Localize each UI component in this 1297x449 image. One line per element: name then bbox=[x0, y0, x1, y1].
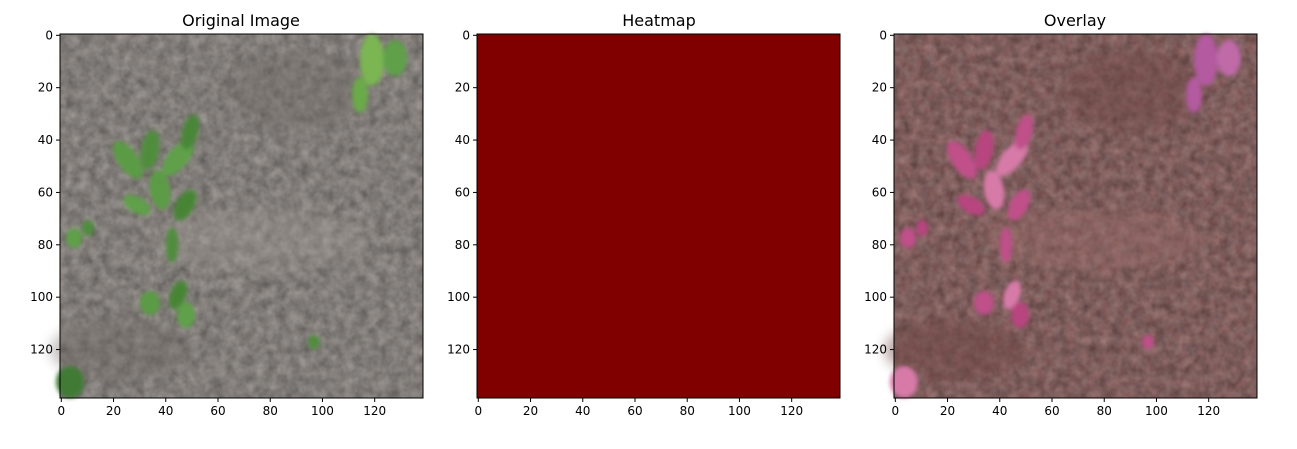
ytick-label-original: 20 bbox=[38, 81, 53, 95]
panel-title-heatmap: Heatmap bbox=[622, 11, 696, 30]
ytick-label-overlay: 100 bbox=[864, 290, 887, 304]
ytick-label-heatmap: 100 bbox=[447, 290, 470, 304]
xtick-label-original: 60 bbox=[210, 404, 225, 418]
ytick-label-overlay: 20 bbox=[872, 81, 887, 95]
ytick-label-heatmap: 0 bbox=[462, 28, 470, 42]
ytick-label-overlay: 0 bbox=[879, 28, 887, 42]
xtick-label-original: 80 bbox=[263, 404, 278, 418]
xtick-label-heatmap: 80 bbox=[680, 404, 695, 418]
xtick-label-overlay: 20 bbox=[940, 404, 955, 418]
xtick-label-overlay: 80 bbox=[1097, 404, 1112, 418]
panel-title-overlay: Overlay bbox=[1044, 11, 1106, 30]
ytick-label-overlay: 40 bbox=[872, 133, 887, 147]
axes-frame-overlay bbox=[893, 33, 1258, 399]
axes-frame-original bbox=[59, 33, 424, 399]
xtick-label-overlay: 60 bbox=[1044, 404, 1059, 418]
panel-overlay: Overlay bbox=[864, 11, 1258, 418]
xtick-label-heatmap: 0 bbox=[474, 404, 482, 418]
panel-title-original: Original Image bbox=[182, 11, 300, 30]
ytick-label-original: 100 bbox=[30, 290, 53, 304]
ytick-label-heatmap: 20 bbox=[455, 81, 470, 95]
xtick-label-overlay: 100 bbox=[1145, 404, 1168, 418]
ytick-label-original: 40 bbox=[38, 133, 53, 147]
ytick-label-overlay: 60 bbox=[872, 185, 887, 199]
overlay-image bbox=[884, 34, 1257, 398]
xtick-label-overlay: 120 bbox=[1197, 404, 1220, 418]
ytick-label-heatmap: 40 bbox=[455, 133, 470, 147]
xtick-label-overlay: 40 bbox=[992, 404, 1007, 418]
xtick-label-heatmap: 120 bbox=[780, 404, 803, 418]
panel-heatmap: Heatmap 0 20 40 60 80 100 120 0 20 40 60 80 100 120 bbox=[447, 11, 841, 418]
panel-original: Original Image bbox=[30, 11, 424, 418]
ytick-label-original: 80 bbox=[38, 238, 53, 252]
ytick-label-original: 60 bbox=[38, 185, 53, 199]
xtick-label-heatmap: 60 bbox=[627, 404, 642, 418]
xtick-label-heatmap: 20 bbox=[523, 404, 538, 418]
xtick-label-heatmap: 40 bbox=[575, 404, 590, 418]
ytick-label-overlay: 120 bbox=[864, 343, 887, 357]
ytick-label-original: 120 bbox=[30, 343, 53, 357]
ytick-label-overlay: 80 bbox=[872, 238, 887, 252]
ytick-label-heatmap: 120 bbox=[447, 343, 470, 357]
ytick-label-heatmap: 80 bbox=[455, 238, 470, 252]
heatmap-image bbox=[477, 34, 840, 398]
xtick-label-heatmap: 100 bbox=[728, 404, 751, 418]
xtick-label-original: 0 bbox=[57, 404, 65, 418]
xtick-label-original: 120 bbox=[363, 404, 386, 418]
original-image bbox=[50, 34, 423, 398]
xtick-label-original: 20 bbox=[106, 404, 121, 418]
xtick-label-overlay: 0 bbox=[891, 404, 899, 418]
ytick-label-heatmap: 60 bbox=[455, 185, 470, 199]
xtick-label-original: 40 bbox=[158, 404, 173, 418]
xtick-label-original: 100 bbox=[311, 404, 334, 418]
ytick-label-original: 0 bbox=[45, 28, 53, 42]
axes-frame-heatmap bbox=[476, 33, 841, 399]
